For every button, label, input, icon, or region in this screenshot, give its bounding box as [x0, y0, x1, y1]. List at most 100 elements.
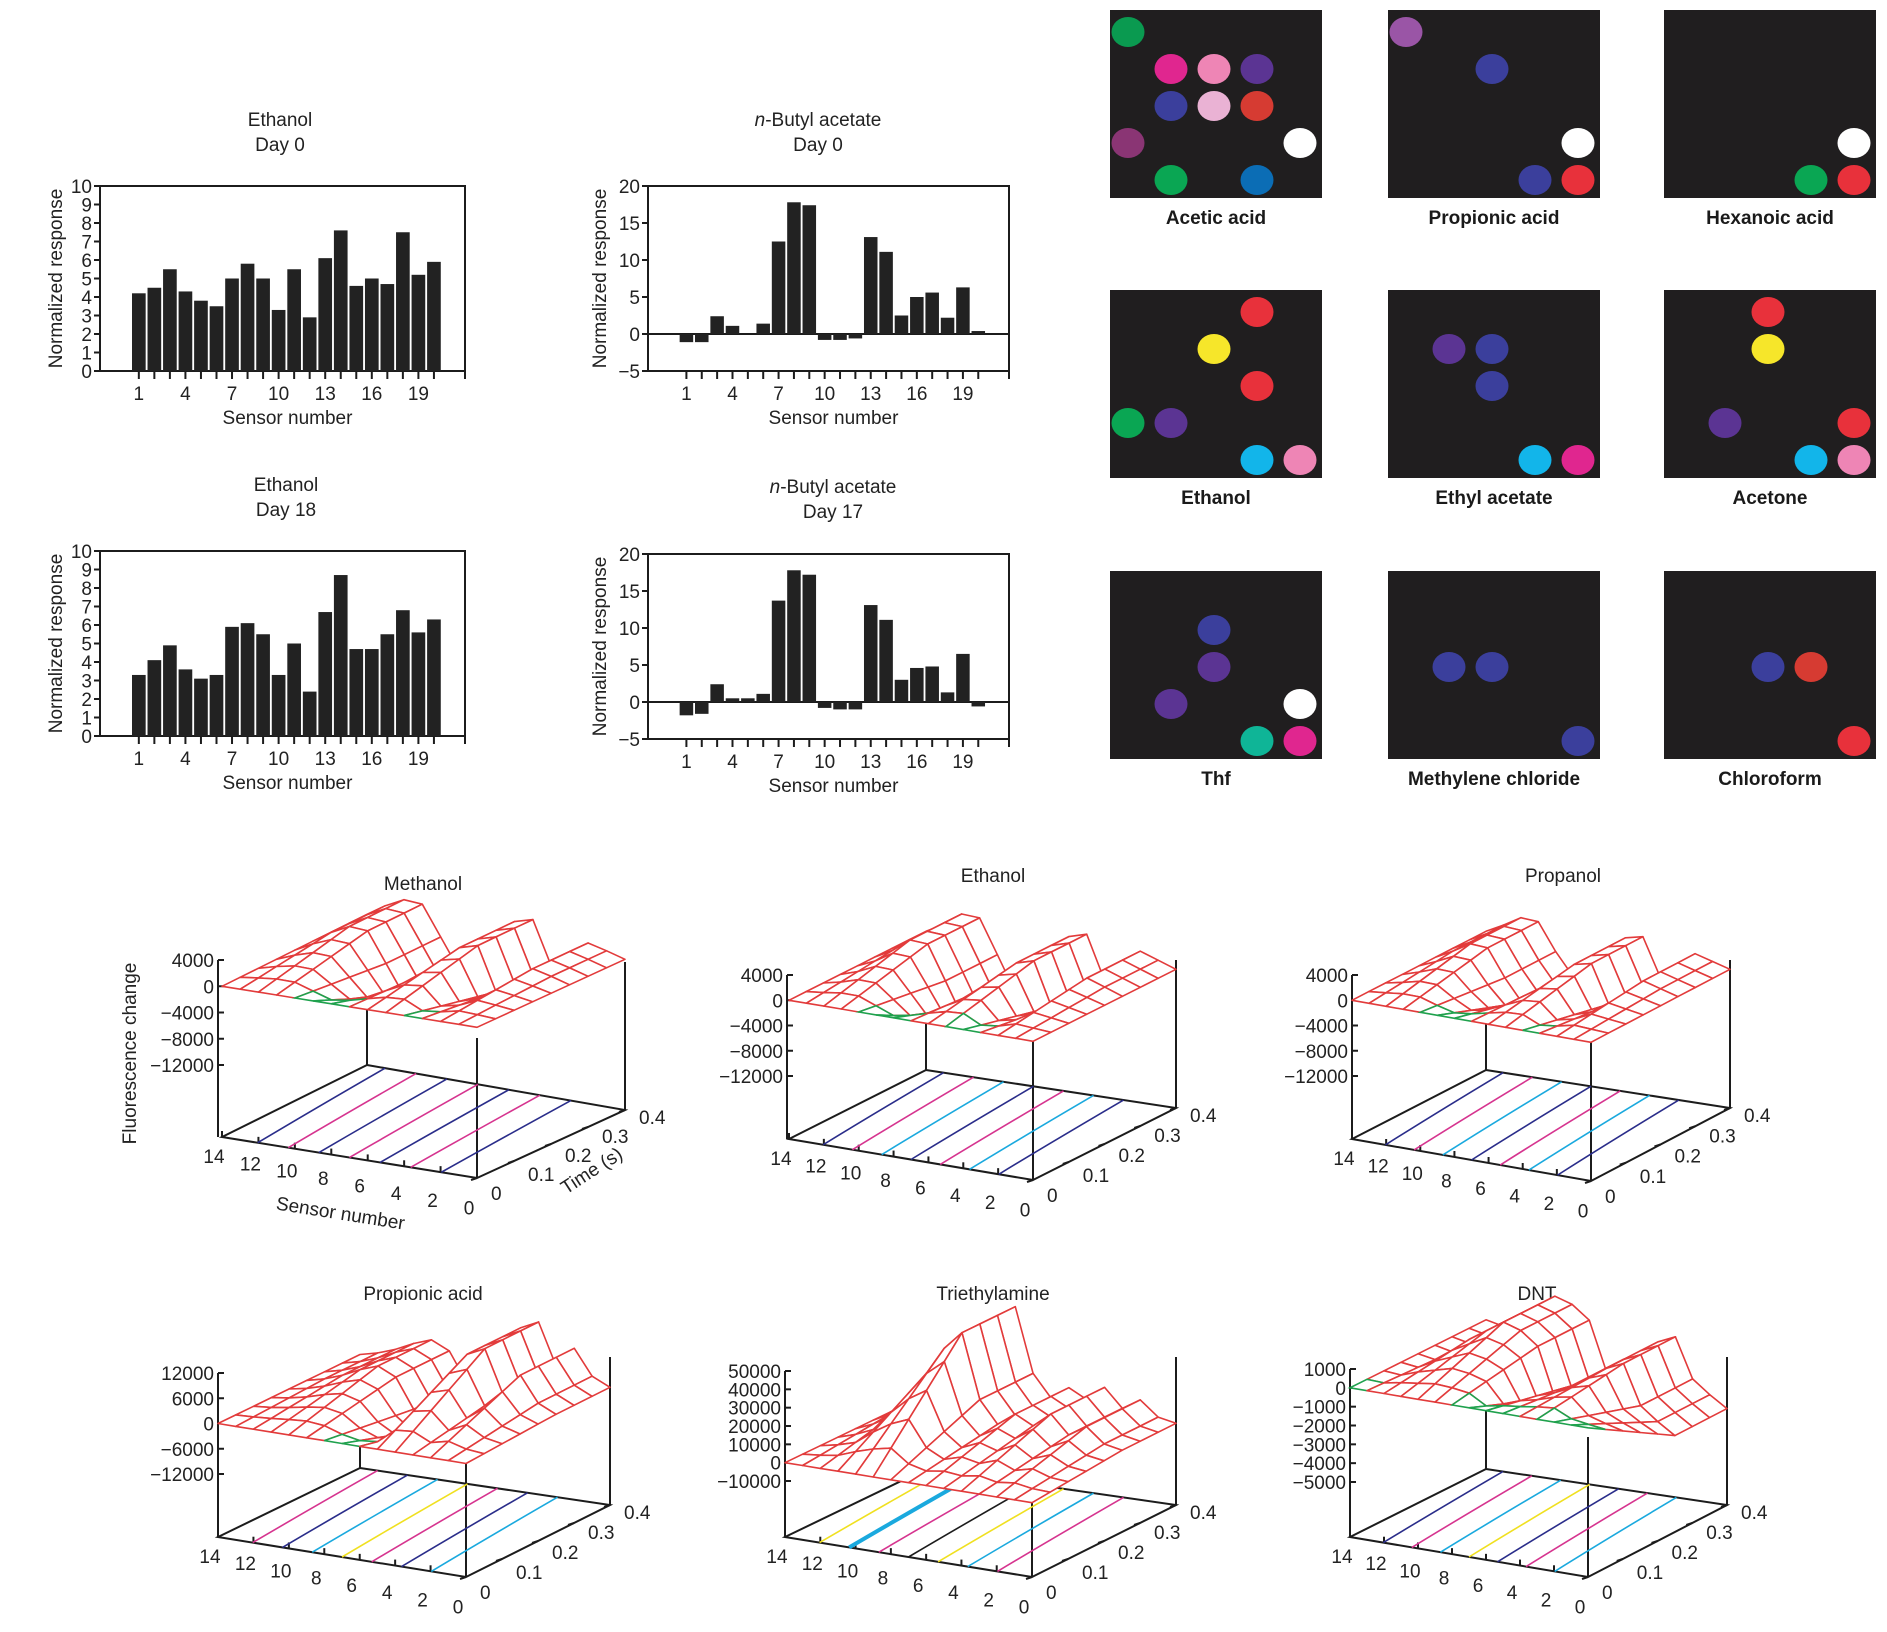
y-tick-label: 4 — [81, 653, 92, 674]
y-tick — [459, 1576, 467, 1580]
bar-sensor-8 — [787, 570, 801, 702]
title-italic-prefix: n — [755, 110, 766, 131]
contour-line — [939, 1090, 1064, 1166]
y-tick-label: 1 — [81, 344, 92, 365]
x-tick-label: 6 — [915, 1178, 926, 1199]
bar-sensor-2 — [695, 334, 709, 343]
panel-caption: Ethyl acetate — [1435, 488, 1552, 509]
y-tick-label: 0.2 — [1118, 1543, 1144, 1564]
x-tick-label: 10 — [268, 749, 289, 770]
spot-panel-ethyl-acetate: Ethyl acetate — [1388, 290, 1600, 509]
y-tick-label: 2 — [81, 325, 92, 346]
y-tick-label: 0 — [1046, 1583, 1057, 1604]
x-tick-label: 6 — [346, 1576, 357, 1597]
bar-sensor-12 — [848, 334, 863, 339]
sensor-spot — [1240, 54, 1274, 84]
panel-caption: Acetone — [1733, 488, 1808, 509]
x-tick-label: 14 — [1331, 1547, 1353, 1568]
contour-line — [341, 1483, 468, 1558]
x-tick-label: 12 — [1365, 1554, 1386, 1575]
y-tick-label: 8 — [81, 214, 92, 235]
bar-sensor-14 — [333, 575, 348, 736]
contour-line — [349, 1083, 479, 1159]
bar-sensor-7 — [225, 278, 239, 371]
sensor-spot — [1240, 445, 1274, 475]
y-tick — [531, 1540, 539, 1544]
y-tick — [1097, 1540, 1105, 1544]
contour-line — [1440, 1479, 1562, 1553]
panel-caption: Acetic acid — [1166, 208, 1266, 229]
chart-title-line1: n-Butyl acetate — [770, 477, 897, 498]
z-tick-label: −2000 — [1293, 1417, 1346, 1438]
bar-sensor-1 — [131, 293, 146, 371]
y-tick-label: −5 — [618, 362, 640, 383]
bar-sensor-9 — [256, 278, 270, 371]
x-tick-label: 12 — [240, 1154, 261, 1175]
x-tick-label: 6 — [913, 1576, 924, 1597]
y-tick-label: 0 — [81, 727, 92, 748]
z-tick-label: −12000 — [719, 1067, 783, 1088]
contour-line — [252, 1469, 378, 1544]
y-tick-label: 0.4 — [1190, 1106, 1217, 1127]
bar-sensor-15 — [894, 679, 909, 702]
z-tick-label: 10000 — [728, 1435, 781, 1456]
sensor-spot — [1389, 17, 1423, 47]
panel-background — [1388, 10, 1600, 198]
x-tick-label: 10 — [814, 384, 835, 405]
x-tick-label: 13 — [860, 384, 881, 405]
y-tick-label: 5 — [629, 288, 640, 309]
mesh-cell-underside — [1570, 1423, 1606, 1431]
z-tick-label: 20000 — [728, 1417, 781, 1438]
y-tick-label: 0.3 — [1154, 1523, 1180, 1544]
y-tick-label: 0.1 — [516, 1563, 542, 1584]
z-tick-label: −6000 — [161, 1440, 214, 1461]
bar-sensor-19 — [956, 653, 970, 702]
sensor-spot — [1751, 334, 1785, 364]
panel-caption: Hexanoic acid — [1706, 208, 1834, 229]
bar-sensor-6 — [756, 693, 770, 702]
bar-sensor-18 — [940, 692, 955, 702]
bar-sensor-19 — [411, 632, 426, 736]
bar-sensor-1 — [131, 674, 146, 736]
bar-sensor-19 — [411, 274, 426, 371]
x-tick-label: 10 — [814, 752, 835, 773]
x-tick-label: 2 — [985, 1193, 996, 1214]
y-tick — [581, 1126, 589, 1130]
y-tick-label: 5 — [81, 635, 92, 656]
sensor-spot — [1154, 54, 1188, 84]
bar-sensor-10 — [271, 674, 286, 736]
y-tick-label: 6 — [81, 251, 92, 272]
panel-caption: Chloroform — [1718, 769, 1821, 790]
y-tick-label: 0 — [1602, 1583, 1613, 1604]
y-tick — [1169, 1504, 1177, 1508]
y-tick — [1584, 1180, 1592, 1184]
sensor-spot — [1197, 334, 1231, 364]
sensor-spot — [1283, 689, 1317, 719]
bar-chart-butyl-acetate-day0: n-Butyl acetate Day 0 −5 0 5 10 15 20 1 4 7 10 13 16 1… — [590, 110, 1010, 429]
plot-frame — [647, 553, 1010, 740]
y-tick — [544, 1143, 552, 1147]
bar-sensor-17 — [925, 666, 939, 702]
y-tick-label: 0.4 — [1744, 1106, 1771, 1127]
y-tick — [1685, 1522, 1693, 1526]
spot-panel-propionic-acid: Propionic acid — [1388, 10, 1600, 229]
z-tick-label: 4000 — [172, 951, 214, 972]
y-tick — [1169, 1107, 1177, 1111]
spot-panel-thf: Thf — [1110, 571, 1322, 790]
x-tick-label: 4 — [382, 1583, 393, 1604]
sensor-spot — [1837, 165, 1871, 195]
z-tick-label: −12000 — [150, 1465, 214, 1486]
surface-mesh — [788, 913, 1177, 1043]
bar-sensor-10 — [817, 334, 832, 340]
y-tick-label: 10 — [619, 251, 640, 272]
y-tick-label: −5 — [618, 730, 640, 751]
sensor-spot — [1154, 689, 1188, 719]
x-tick-label: 16 — [906, 384, 927, 405]
sensor-spot — [1197, 615, 1231, 645]
x-axis-label: Sensor number — [223, 773, 354, 794]
sensor-spot — [1111, 408, 1145, 438]
y-tick-label: 4 — [81, 288, 92, 309]
z-tick-label: 0 — [772, 991, 783, 1012]
bar-sensor-16 — [364, 649, 379, 736]
y-tick — [1062, 1161, 1070, 1165]
